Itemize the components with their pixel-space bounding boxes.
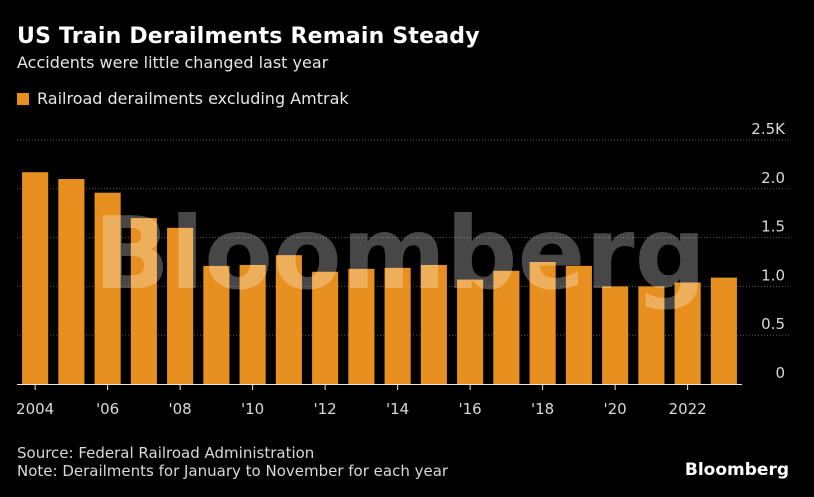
bar xyxy=(420,264,447,384)
x-tick-label: '16 xyxy=(459,400,482,418)
y-tick-label: 1.5 xyxy=(761,218,785,236)
legend-swatch xyxy=(17,92,29,105)
bloomberg-watermark: Bloomberg xyxy=(94,195,706,312)
legend-label: Railroad derailments excluding Amtrak xyxy=(37,89,349,108)
bar xyxy=(130,218,157,384)
bar xyxy=(239,264,266,384)
source-note: Source: Federal Railroad Administration xyxy=(17,444,315,462)
bar xyxy=(275,255,302,384)
legend: Railroad derailments excluding Amtrak xyxy=(17,89,349,108)
x-tick-label: '20 xyxy=(604,400,627,418)
x-tick-label: 2004 xyxy=(16,400,54,418)
bar xyxy=(22,172,49,384)
bar xyxy=(384,267,411,384)
y-tick-label: 0 xyxy=(775,364,785,382)
bar xyxy=(203,265,230,384)
chart-title: US Train Derailments Remain Steady xyxy=(17,24,480,49)
chart-subtitle: Accidents were little changed last year xyxy=(17,53,329,72)
y-tick-label: 1.0 xyxy=(761,266,785,284)
bar xyxy=(674,282,701,384)
footnote: Note: Derailments for January to Novembe… xyxy=(17,462,449,480)
bar xyxy=(167,227,194,384)
bar xyxy=(457,279,484,384)
x-tick-label: '18 xyxy=(531,400,554,418)
y-tick-label: 2.5K xyxy=(751,120,786,138)
x-tick-label: 2022 xyxy=(669,400,707,418)
x-tick-label: '10 xyxy=(241,400,264,418)
bar xyxy=(638,286,665,384)
bar xyxy=(493,270,520,384)
bloomberg-logo: Bloomberg xyxy=(684,460,789,480)
bar xyxy=(710,277,737,384)
bar xyxy=(348,268,375,384)
bar xyxy=(602,286,629,384)
y-tick-label: 0.5 xyxy=(761,315,785,333)
x-tick-label: '14 xyxy=(386,400,409,418)
bar xyxy=(312,271,339,384)
x-tick-label: '12 xyxy=(314,400,337,418)
bar xyxy=(94,192,121,384)
x-tick-label: '06 xyxy=(96,400,119,418)
y-tick-label: 2.0 xyxy=(761,169,785,187)
x-tick-label: '08 xyxy=(169,400,192,418)
bar xyxy=(529,262,556,384)
bar xyxy=(565,265,592,384)
bar xyxy=(58,179,85,384)
